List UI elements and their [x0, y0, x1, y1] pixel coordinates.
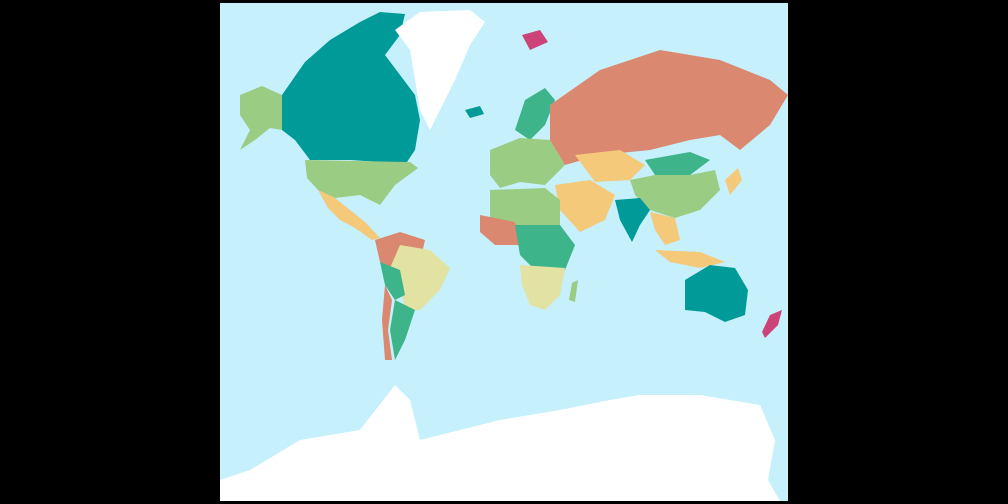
region-brazil — [390, 245, 450, 310]
region-madagascar — [569, 280, 578, 302]
region-usa — [305, 160, 418, 205]
region-indonesia — [655, 250, 725, 268]
region-new-zealand — [762, 310, 782, 338]
region-svalbard — [522, 30, 548, 50]
region-alaska — [240, 86, 282, 150]
region-greenland — [395, 10, 485, 130]
region-india — [615, 198, 650, 242]
region-argentina — [390, 300, 415, 360]
region-scandinavia — [515, 88, 555, 140]
region-kazakhstan — [575, 150, 645, 182]
region-iceland — [465, 106, 484, 118]
region-north-africa — [490, 188, 560, 228]
region-canada — [282, 12, 420, 165]
region-mexico-central-america — [318, 190, 380, 240]
region-antarctica — [220, 385, 780, 501]
region-mongolia — [645, 152, 710, 175]
region-west-africa — [480, 215, 520, 245]
region-southern-africa — [520, 265, 565, 310]
region-china — [630, 170, 720, 218]
region-middle-east — [555, 180, 615, 232]
region-peru-bolivia — [380, 262, 405, 300]
region-southeast-asia — [650, 212, 680, 245]
region-russia — [550, 50, 788, 165]
region-chile — [382, 285, 392, 360]
region-europe — [490, 138, 565, 188]
region-central-africa — [515, 225, 575, 275]
region-japan — [725, 168, 742, 195]
region-australia — [685, 265, 748, 322]
